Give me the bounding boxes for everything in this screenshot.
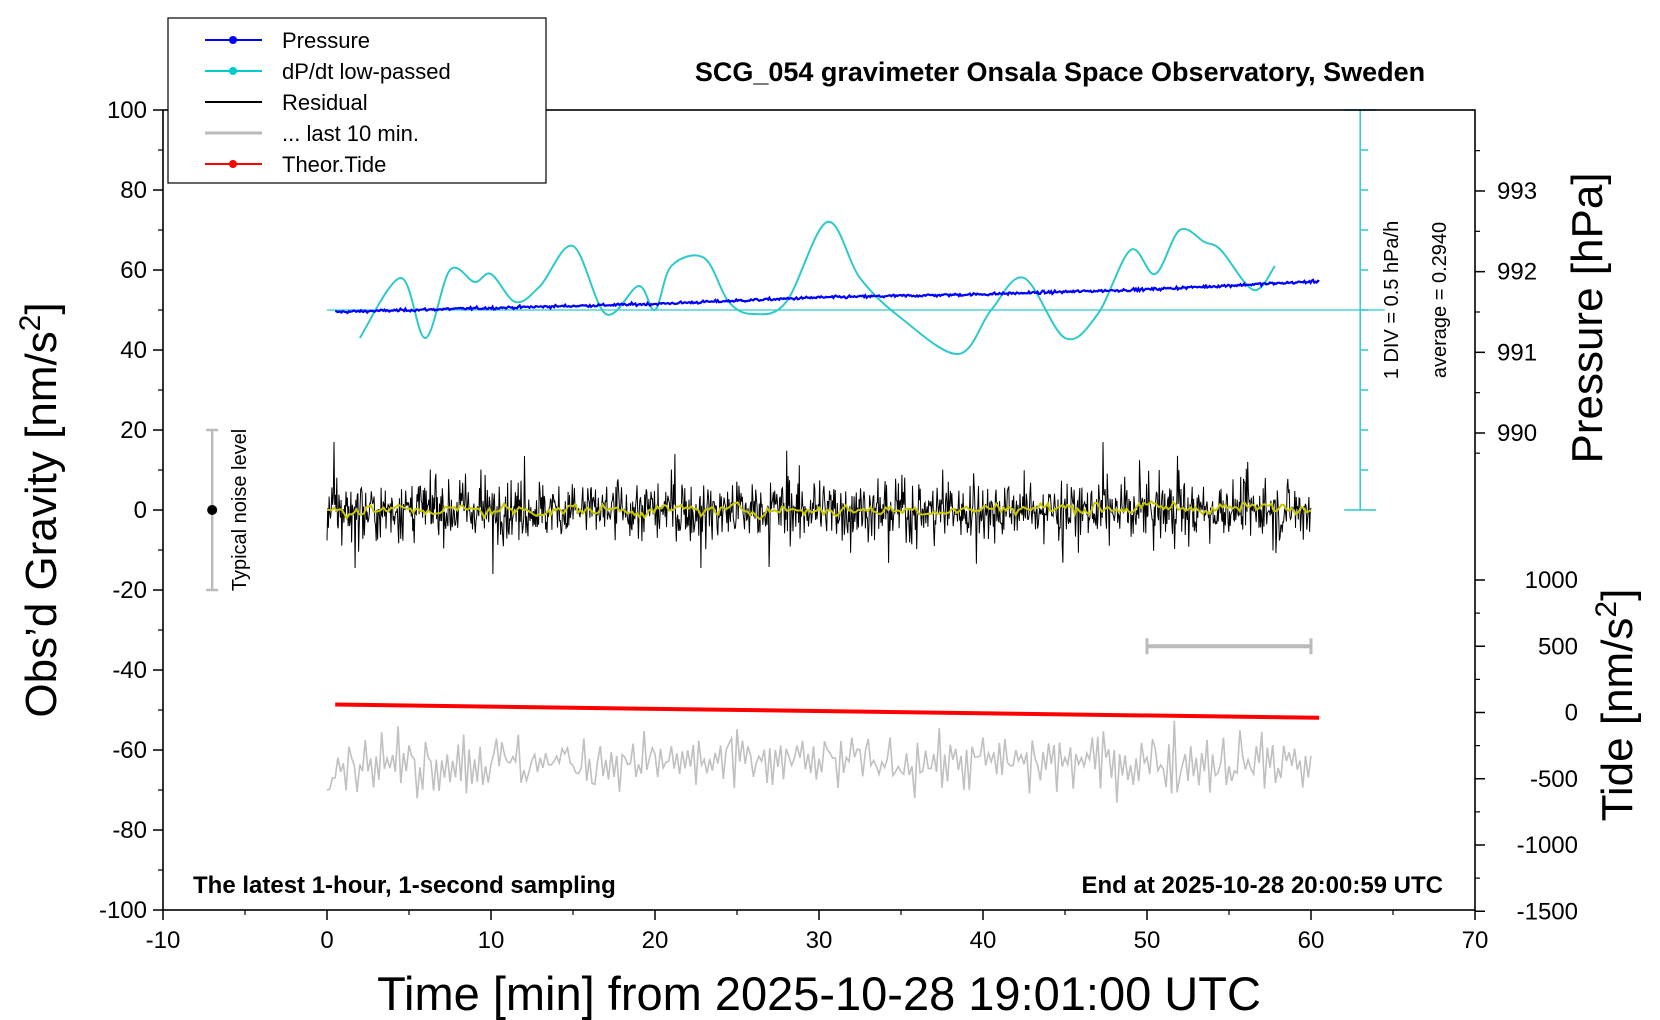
theoretical-tide-trace bbox=[335, 702, 1320, 720]
x-tick-label: 10 bbox=[478, 927, 505, 954]
y-tick-label: 100 bbox=[107, 97, 147, 124]
legend-label: Pressure bbox=[282, 28, 370, 53]
y-axis-label-tide-close: ] bbox=[1593, 589, 1642, 601]
legend: Pressure dP/dt low-passed Residual ... last… bbox=[167, 17, 547, 184]
axes: -10 0 10 20 30 40 50 60 70-100-80-60-40-20020406… bbox=[99, 97, 1578, 954]
x-tick-label: 0 bbox=[320, 927, 333, 954]
x-tick-label: -10 bbox=[146, 927, 181, 954]
dpdt-curve bbox=[358, 220, 1276, 356]
y-axis-label-tide-sup: 2 bbox=[1590, 601, 1623, 618]
traces bbox=[206, 109, 1385, 803]
y-tick-label: 80 bbox=[120, 177, 147, 204]
x-tick-label: 60 bbox=[1298, 927, 1325, 954]
scale-bar-label: 1 DIV = 0.5 hPa/h bbox=[1381, 221, 1403, 379]
noise-level-dot bbox=[207, 505, 218, 515]
tide-tick-label: -1500 bbox=[1517, 898, 1578, 925]
legend-marker bbox=[229, 160, 237, 168]
y-tick-label: -60 bbox=[112, 737, 147, 764]
y-tick-label: 0 bbox=[134, 497, 147, 524]
y-axis-label-pressure: Pressure [hPa] bbox=[1563, 172, 1612, 463]
noise-level-label: Typical noise level bbox=[229, 429, 251, 591]
x-tick-label: 40 bbox=[970, 927, 997, 954]
legend-marker bbox=[229, 36, 237, 44]
x-tick-label: 50 bbox=[1134, 927, 1161, 954]
residual-smoothed-trace bbox=[326, 499, 1312, 521]
last-10-min-trace bbox=[326, 720, 1312, 803]
y-tick-label: 60 bbox=[120, 257, 147, 284]
x-tick-label: 20 bbox=[642, 927, 669, 954]
y-axis-label-tide: Tide [nm/s2] bbox=[1590, 589, 1642, 822]
y-tick-label: 20 bbox=[120, 417, 147, 444]
tide-tick-label: -1000 bbox=[1517, 832, 1578, 859]
legend-label: Theor.Tide bbox=[282, 152, 386, 177]
y-axis-label-left-close: ] bbox=[17, 302, 66, 314]
x-tick-label: 30 bbox=[806, 927, 833, 954]
y-tick-label: 40 bbox=[120, 337, 147, 364]
tide-tick-label: -500 bbox=[1530, 766, 1578, 793]
legend-box bbox=[167, 17, 547, 184]
pressure-tick-label: 990 bbox=[1497, 420, 1537, 447]
legend-label: dP/dt low-passed bbox=[282, 59, 451, 84]
pressure-tick-label: 993 bbox=[1497, 178, 1537, 205]
x-axis-label: Time [min] from 2025-10-28 19:01:00 UTC bbox=[377, 967, 1261, 1020]
tide-tick-label: 0 bbox=[1565, 700, 1578, 727]
y-tick-label: -80 bbox=[112, 817, 147, 844]
tide-tick-label: 500 bbox=[1538, 633, 1578, 660]
y-axis-label-left: Obs’d Gravity [nm/s2] bbox=[14, 302, 66, 717]
average-label: average = 0.2940 bbox=[1429, 222, 1451, 378]
tide-tick-label: 1000 bbox=[1525, 567, 1578, 594]
legend-marker bbox=[229, 67, 237, 75]
legend-label: Residual bbox=[282, 90, 368, 115]
legend-label: ... last 10 min. bbox=[282, 121, 419, 146]
pressure-tick-label: 991 bbox=[1497, 339, 1537, 366]
y-tick-label: -40 bbox=[112, 657, 147, 684]
pressure-trace bbox=[335, 278, 1320, 315]
y-tick-label: -100 bbox=[99, 897, 147, 924]
y-axis-label-left-sup: 2 bbox=[14, 315, 47, 332]
chart-title: SCG_054 gravimeter Onsala Space Observat… bbox=[695, 57, 1425, 87]
y-axis-label-left-main: Obs’d Gravity [nm/s bbox=[17, 331, 66, 717]
y-axis-label-tide-main: Tide [nm/s bbox=[1593, 618, 1642, 822]
footer-left: The latest 1-hour, 1-second sampling bbox=[193, 872, 616, 899]
footer-right: End at 2025-10-28 20:00:59 UTC bbox=[1082, 872, 1444, 899]
y-tick-label: -20 bbox=[112, 577, 147, 604]
x-tick-label: 70 bbox=[1462, 927, 1489, 954]
pressure-tick-label: 992 bbox=[1497, 259, 1537, 286]
